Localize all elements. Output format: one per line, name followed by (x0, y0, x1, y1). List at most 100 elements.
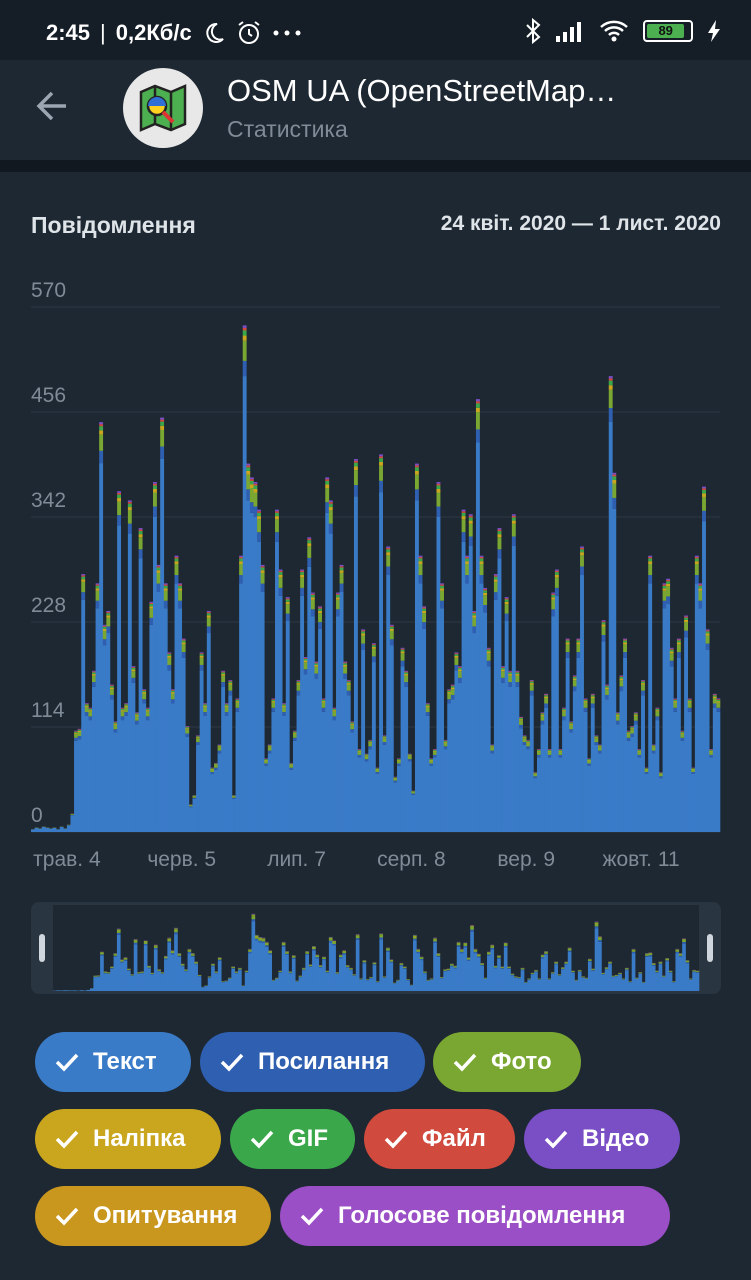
bar[interactable] (214, 762, 218, 832)
bar[interactable] (712, 693, 717, 832)
bar[interactable] (343, 661, 348, 832)
bar[interactable] (619, 675, 624, 832)
bar[interactable] (224, 703, 229, 832)
bar[interactable] (529, 680, 534, 832)
bar[interactable] (684, 615, 689, 832)
bar[interactable] (106, 610, 111, 832)
bar[interactable] (117, 491, 122, 832)
bar[interactable] (583, 698, 588, 832)
bar[interactable] (138, 528, 143, 832)
bar[interactable] (475, 399, 480, 832)
bar[interactable] (443, 739, 448, 832)
bar[interactable] (120, 707, 125, 832)
bar[interactable] (361, 629, 366, 832)
bar[interactable] (328, 500, 333, 832)
bar[interactable] (285, 597, 290, 832)
bar[interactable] (605, 684, 610, 832)
range-handle-right[interactable] (707, 934, 713, 962)
bar[interactable] (673, 698, 678, 832)
bar[interactable] (174, 555, 179, 832)
bar[interactable] (465, 555, 470, 832)
bar[interactable] (307, 537, 312, 832)
bar[interactable] (669, 647, 674, 832)
bar[interactable] (271, 698, 276, 832)
bar[interactable] (404, 670, 409, 832)
bar[interactable] (292, 730, 297, 832)
bar[interactable] (48, 828, 53, 832)
bar[interactable] (440, 583, 444, 832)
bar[interactable] (63, 828, 68, 832)
bar[interactable] (691, 767, 696, 832)
bar[interactable] (77, 728, 82, 832)
bar[interactable] (590, 693, 595, 832)
bar[interactable] (687, 698, 692, 832)
bar[interactable] (135, 712, 139, 832)
bar[interactable] (698, 583, 703, 832)
bar[interactable] (289, 762, 294, 832)
bar[interactable] (522, 735, 527, 832)
bar[interactable] (228, 680, 233, 832)
bar[interactable] (587, 758, 592, 832)
bar[interactable] (34, 827, 39, 832)
bar[interactable] (407, 753, 412, 832)
bar[interactable] (705, 629, 710, 832)
filter-chip[interactable]: GIF (230, 1109, 355, 1169)
bar[interactable] (526, 739, 531, 832)
bar[interactable] (45, 827, 50, 832)
bar[interactable] (127, 500, 132, 832)
filter-chip[interactable]: Посилання (200, 1032, 425, 1092)
bar[interactable] (156, 564, 161, 832)
bar[interactable] (493, 574, 498, 832)
bar[interactable] (145, 707, 150, 832)
bar[interactable] (257, 509, 261, 832)
bar[interactable] (59, 826, 64, 832)
bar[interactable] (393, 776, 398, 832)
bar[interactable] (544, 693, 549, 832)
bar[interactable] (615, 712, 620, 832)
bar[interactable] (411, 790, 416, 832)
bar[interactable] (66, 824, 71, 832)
filter-chip[interactable]: Наліпка (35, 1109, 221, 1169)
bar[interactable] (264, 758, 269, 832)
bar[interactable] (472, 610, 477, 832)
bar[interactable] (181, 638, 186, 832)
back-arrow-icon[interactable] (32, 86, 72, 126)
range-handle-left[interactable] (39, 934, 45, 962)
bar[interactable] (658, 772, 663, 832)
bar[interactable] (576, 638, 581, 832)
bar[interactable] (633, 712, 638, 832)
bar[interactable] (429, 758, 434, 832)
bar[interactable] (314, 661, 319, 832)
bar[interactable] (310, 592, 315, 832)
bar[interactable] (99, 422, 104, 832)
bar[interactable] (267, 744, 272, 833)
bar[interactable] (648, 555, 653, 832)
bar[interactable] (282, 703, 287, 832)
bar[interactable] (332, 707, 337, 832)
bar[interactable] (170, 689, 175, 832)
bar[interactable] (623, 638, 627, 832)
bar[interactable] (702, 486, 706, 832)
bar[interactable] (497, 528, 502, 832)
bar[interactable] (167, 652, 172, 832)
bar[interactable] (450, 684, 455, 832)
bar[interactable] (88, 707, 93, 832)
bar[interactable] (185, 726, 190, 832)
avatar[interactable] (123, 68, 203, 148)
bar[interactable] (655, 707, 660, 832)
bar[interactable] (364, 753, 369, 832)
bar[interactable] (206, 610, 211, 832)
bar[interactable] (562, 707, 566, 832)
bar[interactable] (515, 670, 520, 832)
bar[interactable] (160, 417, 165, 832)
bar[interactable] (580, 546, 584, 832)
bar[interactable] (676, 638, 681, 832)
bar[interactable] (350, 721, 355, 832)
bar[interactable] (641, 680, 645, 832)
bar[interactable] (551, 592, 556, 832)
bar[interactable] (92, 670, 96, 832)
filter-chip[interactable]: Файл (364, 1109, 515, 1169)
bar[interactable] (694, 555, 699, 832)
bar[interactable] (425, 703, 430, 832)
